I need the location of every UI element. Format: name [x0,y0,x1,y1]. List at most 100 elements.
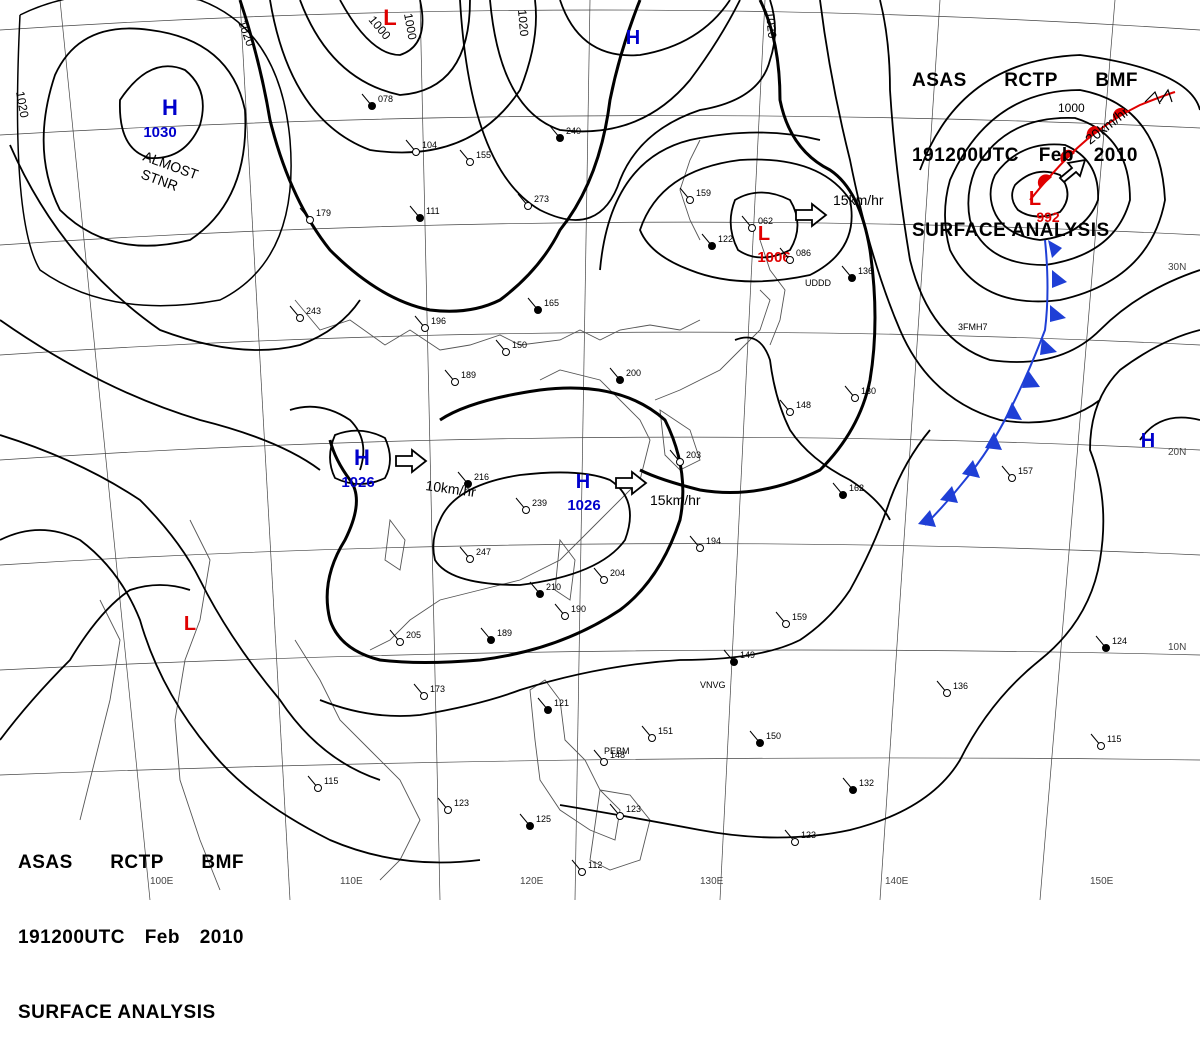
station-pressure: 136 [953,681,968,691]
station-pressure: 123 [454,798,469,808]
station-pressure: 151 [658,726,673,736]
movement-label-1006: 15km/hr [833,192,884,208]
station-circle [561,612,569,620]
station-circle [412,148,420,156]
station-model: 104 [405,139,437,156]
high-center-1026-east: H [576,471,590,493]
station-circle [676,458,684,466]
station-circle [1008,474,1016,482]
station-pressure: 162 [849,483,864,493]
station-pressure: 149 [740,650,755,660]
station-model: 123 [437,797,469,814]
station-circle [466,555,474,563]
lon-label-110e: 110E [340,876,363,887]
lon-label-100e: 100E [150,876,174,887]
station-pressure: 124 [1112,636,1127,646]
pressure-centers: H 1030 L H L 1006 L 992 H 1026 H 1026 H … [143,5,1155,635]
station-model: 123 [784,829,816,846]
surface-analysis-map: H 1030 L H L 1006 L 992 H 1026 H 1026 H … [0,0,1200,900]
station-circle [578,868,586,876]
station-circle [544,706,552,714]
station-circle [686,196,694,204]
station-model: 203 [669,449,701,466]
station-circle [534,306,542,314]
station-id: PEBM [604,746,630,756]
station-model: 062 [741,215,773,232]
station-pressure: 247 [476,547,491,557]
low-center-north: L [383,5,396,30]
station-pressure: 190 [571,604,586,614]
station-model: 159 [775,611,807,628]
station-model: 247 [459,546,491,563]
station-pressure: 121 [554,698,569,708]
station-model: 148 [779,399,811,416]
station-circle [306,216,314,224]
station-circle [839,491,847,499]
header-time: 191200UTC [912,145,1019,166]
station-circle [416,214,424,222]
station-circle [451,378,459,386]
station-circle [464,480,472,488]
station-model: 205 [389,629,421,646]
station-model: 155 [459,149,491,166]
header-station: RCTP [1004,70,1058,91]
station-model: 179 [299,207,331,224]
station-pressure: 150 [766,731,781,741]
station-model: 151 [641,725,673,742]
station-pressure: 115 [324,776,338,786]
header-station: RCTP [110,852,164,873]
station-model: 115 [1090,733,1121,750]
grid-labels: 30N 20N 10N 100E 110E 120E 130E 140E 150… [150,262,1186,887]
station-model: 159 [679,187,711,204]
station-pressure: 123 [801,830,816,840]
header-year: 2010 [1093,145,1138,166]
station-model: 204 [593,567,625,584]
station-model: 150 [495,339,527,356]
station-model: 136 [841,265,873,282]
header-title: SURFACE ANALYSIS [912,220,1110,241]
station-model: 173 [413,683,445,700]
station-circle [314,784,322,792]
header-title: SURFACE ANALYSIS [18,1002,216,1023]
station-model: 210 [529,581,561,598]
station-pressure: 240 [566,126,581,136]
station-circle [730,658,738,666]
station-circle [296,314,304,322]
station-circle [848,274,856,282]
station-pressure: 136 [858,266,873,276]
station-pressure: 122 [718,234,733,244]
station-circle [1102,644,1110,652]
station-pressure: 173 [430,684,445,694]
station-model: 189 [480,627,512,644]
station-model: 190 [554,603,586,620]
station-pressure: 157 [1018,466,1033,476]
station-circle [786,256,794,264]
station-pressure: 194 [706,536,721,546]
station-model: 165 [527,297,559,314]
station-circle [524,202,532,210]
station-model: 086 [779,247,811,264]
lat-lon-grid [0,0,1200,900]
station-model: 243 [289,305,321,322]
station-pressure: 203 [686,450,701,460]
low-center-992-value: 992 [1036,209,1060,225]
low-center-992: L [1029,188,1041,210]
station-pressure: 165 [544,298,559,308]
header-year: 2010 [199,927,244,948]
station-id: VNVG [700,680,726,690]
station-model: 162 [832,482,864,499]
lat-label-20n: 20N [1168,447,1186,458]
station-circle [849,786,857,794]
isobars [0,0,1200,864]
station-pressure: 216 [474,472,489,482]
station-id: 3FMH7 [958,322,988,332]
high-center-1026-west: H [354,445,370,470]
station-pressure: 189 [497,628,512,638]
station-circle [616,376,624,384]
low-center-south: L [184,613,196,635]
station-pressure: 112 [588,860,602,870]
station-model: 240 [549,125,581,142]
station-model: 148 [593,749,625,766]
station-circle [600,576,608,584]
station-pressure: 148 [610,750,625,760]
